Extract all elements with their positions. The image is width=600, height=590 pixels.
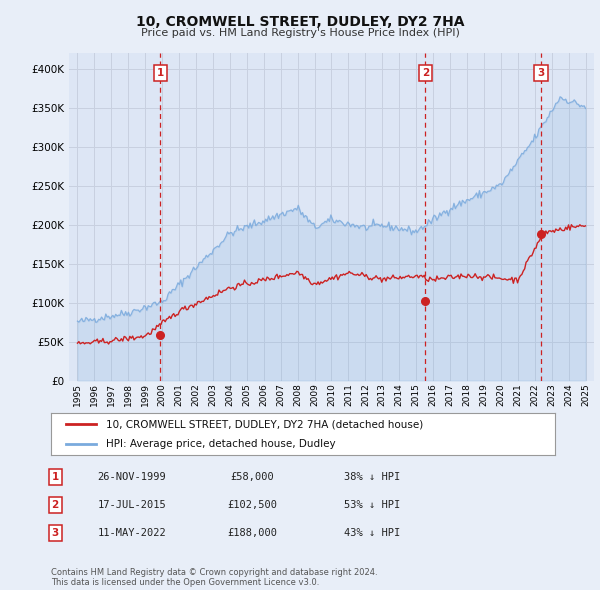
- Text: 2: 2: [52, 500, 59, 510]
- Text: 1: 1: [52, 472, 59, 481]
- Text: 26-NOV-1999: 26-NOV-1999: [98, 472, 166, 481]
- Text: Contains HM Land Registry data © Crown copyright and database right 2024.
This d: Contains HM Land Registry data © Crown c…: [51, 568, 377, 587]
- Text: Price paid vs. HM Land Registry's House Price Index (HPI): Price paid vs. HM Land Registry's House …: [140, 28, 460, 38]
- Text: 10, CROMWELL STREET, DUDLEY, DY2 7HA: 10, CROMWELL STREET, DUDLEY, DY2 7HA: [136, 15, 464, 29]
- Text: 11-MAY-2022: 11-MAY-2022: [98, 529, 166, 538]
- Text: 17-JUL-2015: 17-JUL-2015: [98, 500, 166, 510]
- Text: 38% ↓ HPI: 38% ↓ HPI: [344, 472, 400, 481]
- Text: 10, CROMWELL STREET, DUDLEY, DY2 7HA (detached house): 10, CROMWELL STREET, DUDLEY, DY2 7HA (de…: [106, 419, 424, 430]
- Text: 3: 3: [538, 68, 545, 78]
- Text: 43% ↓ HPI: 43% ↓ HPI: [344, 529, 400, 538]
- Text: 2: 2: [422, 68, 429, 78]
- Text: £58,000: £58,000: [230, 472, 274, 481]
- Text: HPI: Average price, detached house, Dudley: HPI: Average price, detached house, Dudl…: [106, 439, 336, 449]
- Text: £188,000: £188,000: [227, 529, 277, 538]
- Text: 1: 1: [157, 68, 164, 78]
- Text: 53% ↓ HPI: 53% ↓ HPI: [344, 500, 400, 510]
- Text: £102,500: £102,500: [227, 500, 277, 510]
- Text: 3: 3: [52, 529, 59, 538]
